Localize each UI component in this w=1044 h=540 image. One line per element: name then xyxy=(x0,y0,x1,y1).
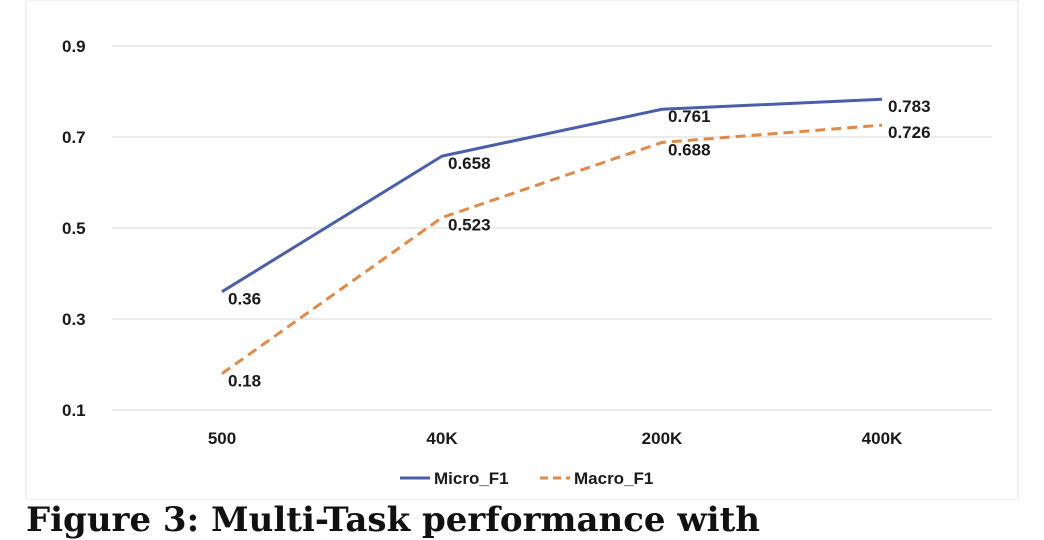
series-line-micro-f1 xyxy=(221,97,883,293)
data-label: 0.726 xyxy=(888,123,931,142)
series-line-macro-f1 xyxy=(221,123,883,375)
legend-label: Micro_F1 xyxy=(434,469,509,488)
x-tick-label: 400K xyxy=(862,429,903,448)
x-tick-label: 200K xyxy=(642,429,683,448)
data-label: 0.688 xyxy=(668,140,711,159)
data-label: 0.761 xyxy=(668,107,711,126)
data-label: 0.658 xyxy=(448,154,491,173)
y-axis-tick-labels: 0.1 0.3 0.5 0.7 0.9 xyxy=(62,37,86,420)
data-label: 0.783 xyxy=(888,97,931,116)
data-label: 0.36 xyxy=(228,290,261,309)
y-tick-label: 0.3 xyxy=(62,310,86,329)
y-tick-label: 0.5 xyxy=(62,219,86,238)
chart-area-background xyxy=(25,0,1019,500)
gridlines xyxy=(112,45,992,411)
data-labels: 0.36 0.658 0.761 0.783 0.18 0.523 0.688 0.726 xyxy=(228,97,931,390)
legend-label: Macro_F1 xyxy=(574,469,653,488)
figure-caption: Figure 3: Multi-Task performance with xyxy=(26,500,761,540)
series-lines xyxy=(221,97,883,375)
legend: Micro_F1 Macro_F1 xyxy=(400,469,653,488)
data-label: 0.18 xyxy=(228,372,261,391)
y-tick-label: 0.9 xyxy=(62,37,86,56)
line-chart: 0.1 0.3 0.5 0.7 0.9 500 40K 200K 400K 0.36 0.658… xyxy=(25,0,1019,500)
y-tick-label: 0.1 xyxy=(62,401,86,420)
data-label: 0.523 xyxy=(448,216,491,235)
x-tick-label: 500 xyxy=(208,429,236,448)
y-tick-label: 0.7 xyxy=(62,128,86,147)
x-tick-label: 40K xyxy=(426,429,458,448)
x-axis-tick-labels: 500 40K 200K 400K xyxy=(208,429,903,448)
